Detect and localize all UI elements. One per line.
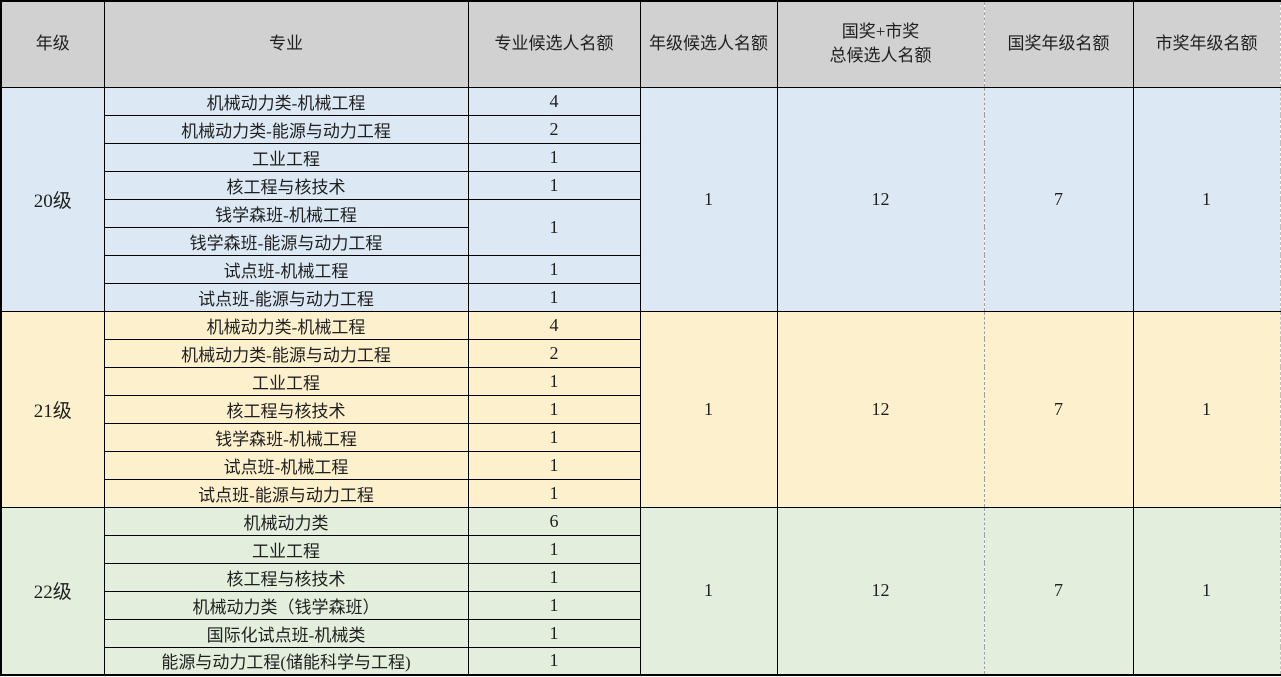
table-row: 22级 机械动力类 6 1 12 7 1 — [0, 506, 1281, 676]
header-total-quota[interactable]: 国奖+市奖总候选人名额 — [776, 0, 985, 88]
major-cell[interactable]: 机械动力类-机械工程 — [103, 310, 469, 340]
header-major-quota[interactable]: 专业候选人名额 — [467, 0, 641, 88]
major-cell[interactable]: 能源与动力工程(储能科学与工程) — [103, 646, 469, 676]
major-cell[interactable]: 核工程与核技术 — [103, 394, 469, 424]
table-row: 试点班-能源与动力工程 1 — [1, 478, 1280, 508]
national-quota-cell[interactable]: 7 — [983, 506, 1134, 676]
table-header: 年级 专业 专业候选人名额 年级候选人名额 国奖+市奖 总候选人名额 国奖年级名额 市奖年级名… — [0, 0, 1281, 88]
header-grade[interactable]: 年级 — [0, 0, 105, 88]
major-quota-cell[interactable]: 1 — [467, 254, 641, 284]
major-quota-cell[interactable]: 1 — [467, 562, 641, 592]
major-quota-cell[interactable]: 1 — [467, 282, 641, 312]
table-row: 国际化试点班-机械类 1 — [1, 618, 1280, 648]
major-quota-cell[interactable]: 1 — [467, 170, 641, 200]
major-cell[interactable]: 机械动力类-能源与动力工程 — [103, 114, 469, 144]
table-row: 21级 机械动力类-机械工程 4 1 12 7 1 — [0, 310, 1281, 508]
table-row: 试点班-机械工程 1 — [1, 450, 1280, 480]
major-quota-cell[interactable]: 1 — [467, 422, 641, 452]
table-row: 机械动力类-能源与动力工程 2 — [1, 338, 1280, 368]
municipal-quota-cell[interactable]: 1 — [1132, 506, 1281, 676]
major-cell[interactable]: 试点班-机械工程 — [103, 254, 469, 284]
major-cell[interactable]: 机械动力类-能源与动力工程 — [103, 338, 469, 368]
table-row: 试点班-能源与动力工程 1 — [1, 282, 1280, 312]
table-row: 钱学森班-机械工程 1 — [1, 198, 1280, 256]
table-row: 20级 机械动力类-机械工程 4 1 12 7 1 — [0, 86, 1281, 312]
grade-cell[interactable]: 20级 — [0, 86, 105, 312]
major-cell[interactable]: 试点班-机械工程 — [103, 450, 469, 480]
major-quota-cell[interactable]: 1 — [467, 450, 641, 480]
header-line: 总候选人名额 — [829, 46, 932, 66]
table-row: 能源与动力工程(储能科学与工程) 1 — [1, 646, 1280, 676]
total-quota-cell[interactable]: 12 — [776, 506, 985, 676]
table-row: 核工程与核技术 1 — [1, 562, 1280, 592]
major-quota-cell[interactable]: 1 — [467, 646, 641, 676]
table-row: 钱学森班-能源与动力工程 — [1, 226, 1280, 256]
table-row: 核工程与核技术 1 — [1, 170, 1280, 200]
major-quota-cell[interactable]: 1 — [467, 478, 641, 508]
grade-quota-cell[interactable]: 1 — [639, 86, 778, 312]
major-cell[interactable]: 钱学森班-机械工程 — [103, 422, 469, 452]
header-line: 国奖+市奖 — [841, 21, 920, 41]
major-cell[interactable]: 工业工程 — [103, 534, 469, 564]
header-row: 年级 专业 专业候选人名额 年级候选人名额 国奖+市奖 总候选人名额 国奖年级名额 市奖年级名… — [0, 0, 1281, 88]
header-municipal-quota[interactable]: 市奖年级名额 — [1132, 0, 1281, 88]
major-quota-cell[interactable]: 1 — [467, 394, 641, 424]
major-cell[interactable]: 机械动力类（钱学森班） — [103, 590, 469, 620]
table-row: 钱学森班-机械工程 1 — [1, 422, 1280, 452]
header-major[interactable]: 专业 — [103, 0, 469, 88]
major-quota-cell[interactable]: 2 — [467, 338, 641, 368]
grade-quota-cell[interactable]: 1 — [639, 310, 778, 508]
major-cell[interactable]: 工业工程 — [103, 142, 469, 172]
major-quota-cell[interactable]: 4 — [467, 86, 641, 116]
grade-cell[interactable]: 22级 — [0, 506, 105, 676]
table-body: 20级 机械动力类-机械工程 4 1 12 7 1 机械动力类-能源与动力工程 2 工业工程 1 核工… — [0, 86, 1281, 676]
header-national-quota[interactable]: 国奖年级名额 — [983, 0, 1134, 88]
national-quota-cell[interactable]: 7 — [983, 310, 1134, 508]
grade-quota-cell[interactable]: 1 — [639, 506, 778, 676]
total-quota-cell[interactable]: 12 — [776, 310, 985, 508]
major-cell[interactable]: 工业工程 — [103, 366, 469, 396]
table-row: 机械动力类-能源与动力工程 2 — [1, 114, 1280, 144]
table-row: 机械动力类（钱学森班） 1 — [1, 590, 1280, 620]
major-quota-cell[interactable]: 1 — [467, 534, 641, 564]
table-row: 核工程与核技术 1 — [1, 394, 1280, 424]
major-cell[interactable]: 试点班-能源与动力工程 — [103, 478, 469, 508]
table-row: 工业工程 1 — [1, 142, 1280, 172]
major-quota-cell[interactable]: 1 — [467, 590, 641, 620]
major-cell[interactable]: 机械动力类-机械工程 — [103, 86, 469, 116]
major-quota-cell[interactable]: 6 — [467, 506, 641, 536]
major-quota-cell[interactable]: 1 — [467, 366, 641, 396]
table-row: 工业工程 1 — [1, 534, 1280, 564]
major-cell[interactable]: 机械动力类 — [103, 506, 469, 536]
major-quota-cell[interactable]: 1 — [467, 618, 641, 648]
header-grade-quota[interactable]: 年级候选人名额 — [639, 0, 778, 88]
major-cell[interactable]: 国际化试点班-机械类 — [103, 618, 469, 648]
major-quota-cell[interactable]: 1 — [467, 142, 641, 172]
major-cell[interactable]: 试点班-能源与动力工程 — [103, 282, 469, 312]
major-quota-cell[interactable]: 1 — [467, 198, 641, 256]
municipal-quota-cell[interactable]: 1 — [1132, 86, 1281, 312]
table-row: 试点班-机械工程 1 — [1, 254, 1280, 284]
major-cell[interactable]: 核工程与核技术 — [103, 562, 469, 592]
municipal-quota-cell[interactable]: 1 — [1132, 310, 1281, 508]
major-quota-cell[interactable]: 2 — [467, 114, 641, 144]
total-quota-cell[interactable]: 12 — [776, 86, 985, 312]
major-quota-cell[interactable]: 4 — [467, 310, 641, 340]
national-quota-cell[interactable]: 7 — [983, 86, 1134, 312]
major-cell[interactable]: 核工程与核技术 — [103, 170, 469, 200]
major-cell[interactable]: 钱学森班-能源与动力工程 — [103, 226, 469, 256]
major-cell[interactable]: 钱学森班-机械工程 — [103, 198, 469, 228]
grade-cell[interactable]: 21级 — [0, 310, 105, 508]
